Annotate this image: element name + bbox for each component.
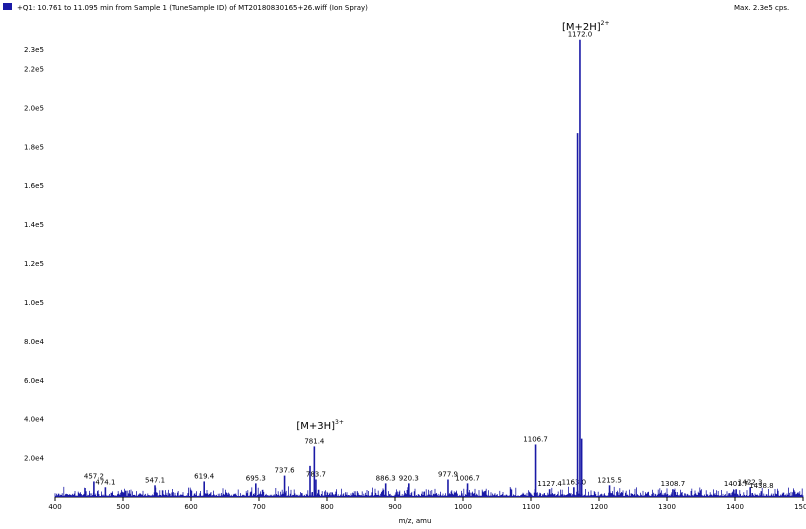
y-tick-label: 1.4e5 — [24, 221, 44, 229]
x-tick-label: 500 — [116, 503, 129, 511]
x-tick-label: 400 — [48, 503, 61, 511]
ion-annotation: [M+3H]3+ — [296, 419, 344, 432]
y-tick-label: 1.0e5 — [24, 299, 44, 307]
peak-label: 920.3 — [399, 474, 419, 482]
y-tick-label: 2.0e5 — [24, 104, 44, 112]
x-tick-label: 700 — [252, 503, 265, 511]
x-tick-label: 1200 — [590, 503, 608, 511]
x-axis-label: m/z, amu — [399, 517, 432, 525]
peak-label: 977.9 — [438, 470, 458, 478]
x-tick-label: 800 — [320, 503, 333, 511]
peak-label: 1163.0 — [562, 478, 587, 486]
peak-label: 1215.5 — [597, 476, 622, 484]
peak-label: 1438.8 — [749, 482, 774, 490]
y-tick-label: 1.8e5 — [24, 143, 44, 151]
peak-label: 1422.3 — [738, 478, 763, 486]
ion-annotation: [M+2H]2+ — [562, 20, 610, 33]
x-tick-label: 1000 — [454, 503, 472, 511]
peak-label: 474.1 — [95, 478, 115, 486]
peak-label: 1308.7 — [661, 480, 686, 488]
y-tick-label: 8.0e4 — [24, 338, 44, 346]
y-tick-label: 4.0e4 — [24, 416, 44, 424]
peak-label: 1172.0 — [568, 31, 593, 39]
y-tick-label: 1.2e5 — [24, 260, 44, 268]
chart-title: +Q1: 10.761 to 11.095 min from Sample 1 … — [17, 4, 368, 12]
x-tick-label: 1100 — [522, 503, 540, 511]
peak-label: 547.1 — [145, 476, 165, 484]
x-tick-label: 1500 — [794, 503, 806, 511]
peak-label: 1127.4 — [537, 480, 562, 488]
x-tick-label: 900 — [388, 503, 401, 511]
ion-charge-superscript: 3+ — [335, 419, 344, 426]
peak-label: 781.4 — [304, 437, 325, 445]
legend-swatch — [3, 3, 12, 10]
peak-label: 1401.7 — [724, 480, 749, 488]
peak-label: 1106.7 — [523, 435, 548, 443]
peak-label: 619.4 — [194, 472, 215, 480]
y-tick-label: 1.6e5 — [24, 182, 44, 190]
ion-charge-superscript: 2+ — [601, 20, 610, 27]
peak-label: 695.3 — [246, 474, 266, 482]
x-tick-label: 1300 — [658, 503, 676, 511]
x-tick-label: 600 — [184, 503, 197, 511]
peak-label: 1006.7 — [455, 474, 480, 482]
y-tick-label: 2.3e5 — [24, 46, 44, 54]
y-tick-label: 2.2e5 — [24, 65, 44, 73]
peak-label: 783.7 — [306, 470, 326, 478]
y-tick-label: 2.0e4 — [24, 455, 44, 463]
peak-label: 737.6 — [275, 467, 296, 475]
x-tick-label: 1400 — [726, 503, 744, 511]
plot-area: 400 500 600 700 800 900 1000 1100 1200 1300 1400 15… — [24, 20, 806, 511]
baseline-noise — [54, 486, 804, 497]
y-tick-label: 6.0e4 — [24, 377, 44, 385]
peak-label: 886.3 — [376, 474, 396, 482]
max-intensity-label: Max. 2.3e5 cps. — [734, 4, 789, 12]
peak-label: 457.2 — [84, 472, 104, 480]
